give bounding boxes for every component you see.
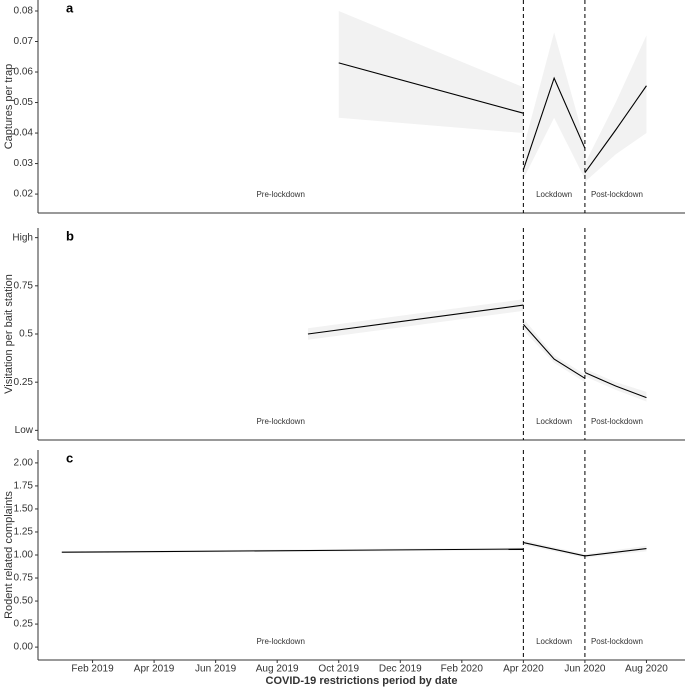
period-label: Post-lockdown (591, 637, 643, 646)
period-label: Pre-lockdown (256, 417, 304, 426)
period-label: Post-lockdown (591, 417, 643, 426)
y-axis-label: Captures per trap (3, 64, 15, 150)
x-tick-label: Apr 2019 (134, 664, 175, 675)
confidence-band (523, 318, 585, 383)
y-tick-label: 1.75 (14, 481, 34, 492)
confidence-band (584, 35, 647, 182)
y-tick-label: 0.25 (14, 619, 34, 630)
y-tick-label: 0.75 (14, 280, 34, 291)
y-tick-label: 0.00 (14, 642, 34, 653)
y-tick-label: 2.00 (14, 458, 34, 469)
y-axis-label: Visitation per bait station (3, 274, 15, 394)
period-label: Lockdown (536, 637, 572, 646)
confidence-band (584, 368, 647, 402)
x-tick-label: Oct 2019 (318, 664, 359, 675)
y-tick-label: High (12, 232, 33, 243)
y-tick-label: 1.25 (14, 527, 34, 538)
confidence-band (523, 32, 585, 179)
confidence-band (338, 10, 524, 134)
trend-line (584, 85, 647, 174)
y-tick-label: 1.50 (14, 504, 34, 515)
trend-line (522, 323, 586, 379)
x-tick-label: Dec 2019 (379, 664, 422, 675)
y-tick-label: 0.04 (14, 128, 34, 139)
y-tick-label: 0.5 (19, 329, 33, 340)
y-tick-label: Low (15, 425, 34, 436)
x-tick-label: Feb 2019 (71, 664, 114, 675)
y-tick-label: 1.00 (14, 550, 34, 561)
y-tick-label: 0.07 (14, 36, 34, 47)
x-axis-label: COVID-19 restrictions period by date (266, 675, 458, 687)
trend-line (61, 548, 524, 553)
trend-line (338, 62, 524, 114)
x-tick-label: Jun 2020 (564, 664, 606, 675)
period-label: Pre-lockdown (256, 190, 304, 199)
trend-line (307, 304, 524, 335)
trend-line (522, 76, 586, 170)
y-tick-label: 0.75 (14, 573, 34, 584)
y-tick-label: 0.02 (14, 189, 34, 200)
panel-label: b (66, 228, 74, 243)
x-tick-label: Aug 2020 (625, 664, 668, 675)
period-label: Post-lockdown (591, 190, 643, 199)
y-tick-label: 0.50 (14, 596, 34, 607)
panel-label: a (66, 0, 74, 15)
period-label: Lockdown (536, 190, 572, 199)
y-tick-label: 0.08 (14, 6, 34, 17)
y-axis-label: Rodent related complaints (3, 491, 15, 619)
x-tick-label: Aug 2019 (256, 664, 299, 675)
y-tick-label: 0.06 (14, 67, 34, 78)
x-tick-label: Jun 2019 (195, 664, 237, 675)
y-tick-label: 0.05 (14, 97, 34, 108)
trend-line (584, 548, 647, 557)
y-tick-label: 0.03 (14, 158, 34, 169)
x-tick-label: Feb 2020 (441, 664, 484, 675)
period-label: Lockdown (536, 417, 572, 426)
x-tick-label: Apr 2020 (503, 664, 544, 675)
y-tick-label: 0.25 (14, 377, 34, 388)
panel-label: c (66, 450, 73, 465)
trend-line (523, 542, 586, 557)
trend-line (584, 372, 647, 399)
period-label: Pre-lockdown (256, 637, 304, 646)
